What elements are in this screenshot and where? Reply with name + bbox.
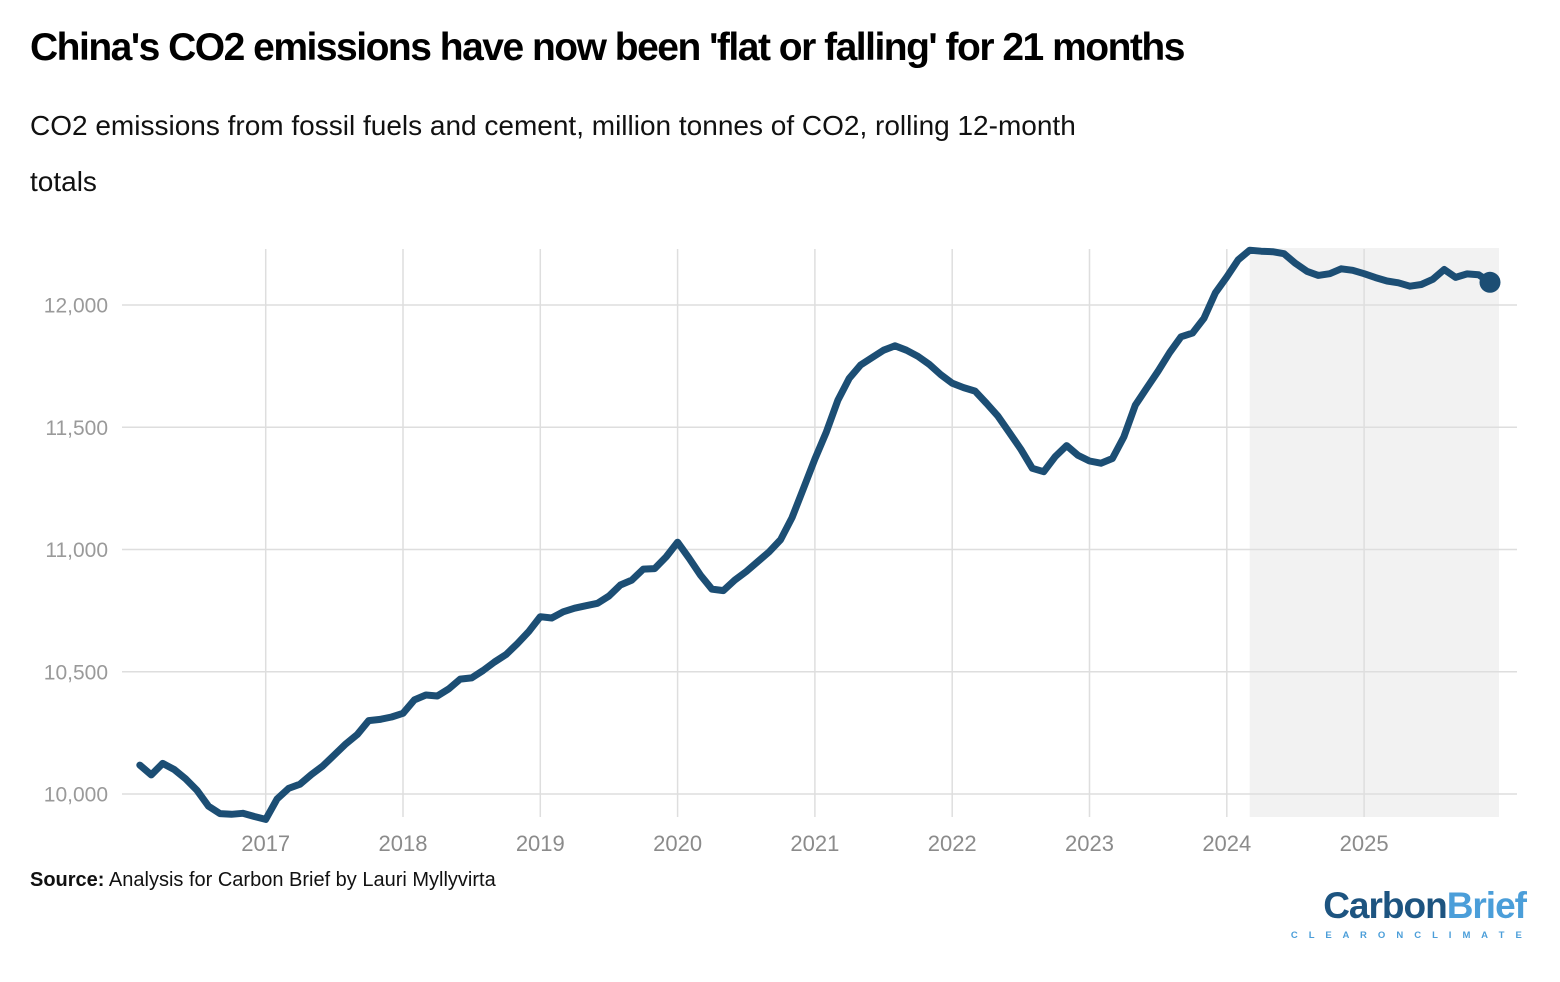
y-axis-tick-label: 12,000 (44, 295, 108, 318)
logo-carbon: Carbon (1323, 885, 1447, 926)
source-line: Source: Analysis for Carbon Brief by Lau… (30, 869, 496, 892)
source-label: Source: (30, 869, 105, 891)
x-axis-tick-label: 2020 (653, 831, 702, 856)
carbon-brief-logo: CarbonBrief C L E A R O N C L I M A T E (1290, 884, 1527, 941)
y-axis-tick-label: 11,000 (45, 539, 108, 562)
chart-subtitle-line-1: CO2 emissions from fossil fuels and ceme… (30, 110, 1076, 141)
emissions-line (136, 246, 1494, 823)
chart-subtitle-line-2: totals (30, 166, 97, 197)
chart-subtitle: CO2 emissions from fossil fuels and ceme… (30, 98, 1510, 210)
x-axis-tick-label: 2024 (1202, 831, 1251, 856)
x-axis-tick-label: 2019 (516, 831, 565, 856)
y-axis-tick-label: 11,500 (45, 417, 108, 440)
y-axis-tick-label: 10,000 (44, 784, 108, 807)
logo-tagline: C L E A R O N C L I M A T E (1290, 930, 1526, 941)
logo-brief: Brief (1446, 885, 1527, 926)
x-axis-tick-label: 2023 (1065, 831, 1114, 856)
highlight-region (1249, 248, 1499, 817)
x-axis-tick-label: 2022 (928, 831, 977, 856)
y-axis-tick-label: 10,500 (44, 661, 108, 684)
x-axis-tick-label: 2017 (241, 831, 290, 856)
x-axis-tick-label: 2025 (1340, 831, 1389, 856)
latest-point-marker (1479, 271, 1501, 293)
page-title: China's CO2 emissions have now been 'fla… (30, 26, 1185, 69)
x-axis-tick-label: 2018 (379, 831, 428, 856)
source-text: Analysis for Carbon Brief by Lauri Mylly… (104, 869, 496, 891)
logo-wordmark: CarbonBrief (1291, 884, 1527, 928)
x-axis-tick-label: 2021 (790, 831, 839, 856)
